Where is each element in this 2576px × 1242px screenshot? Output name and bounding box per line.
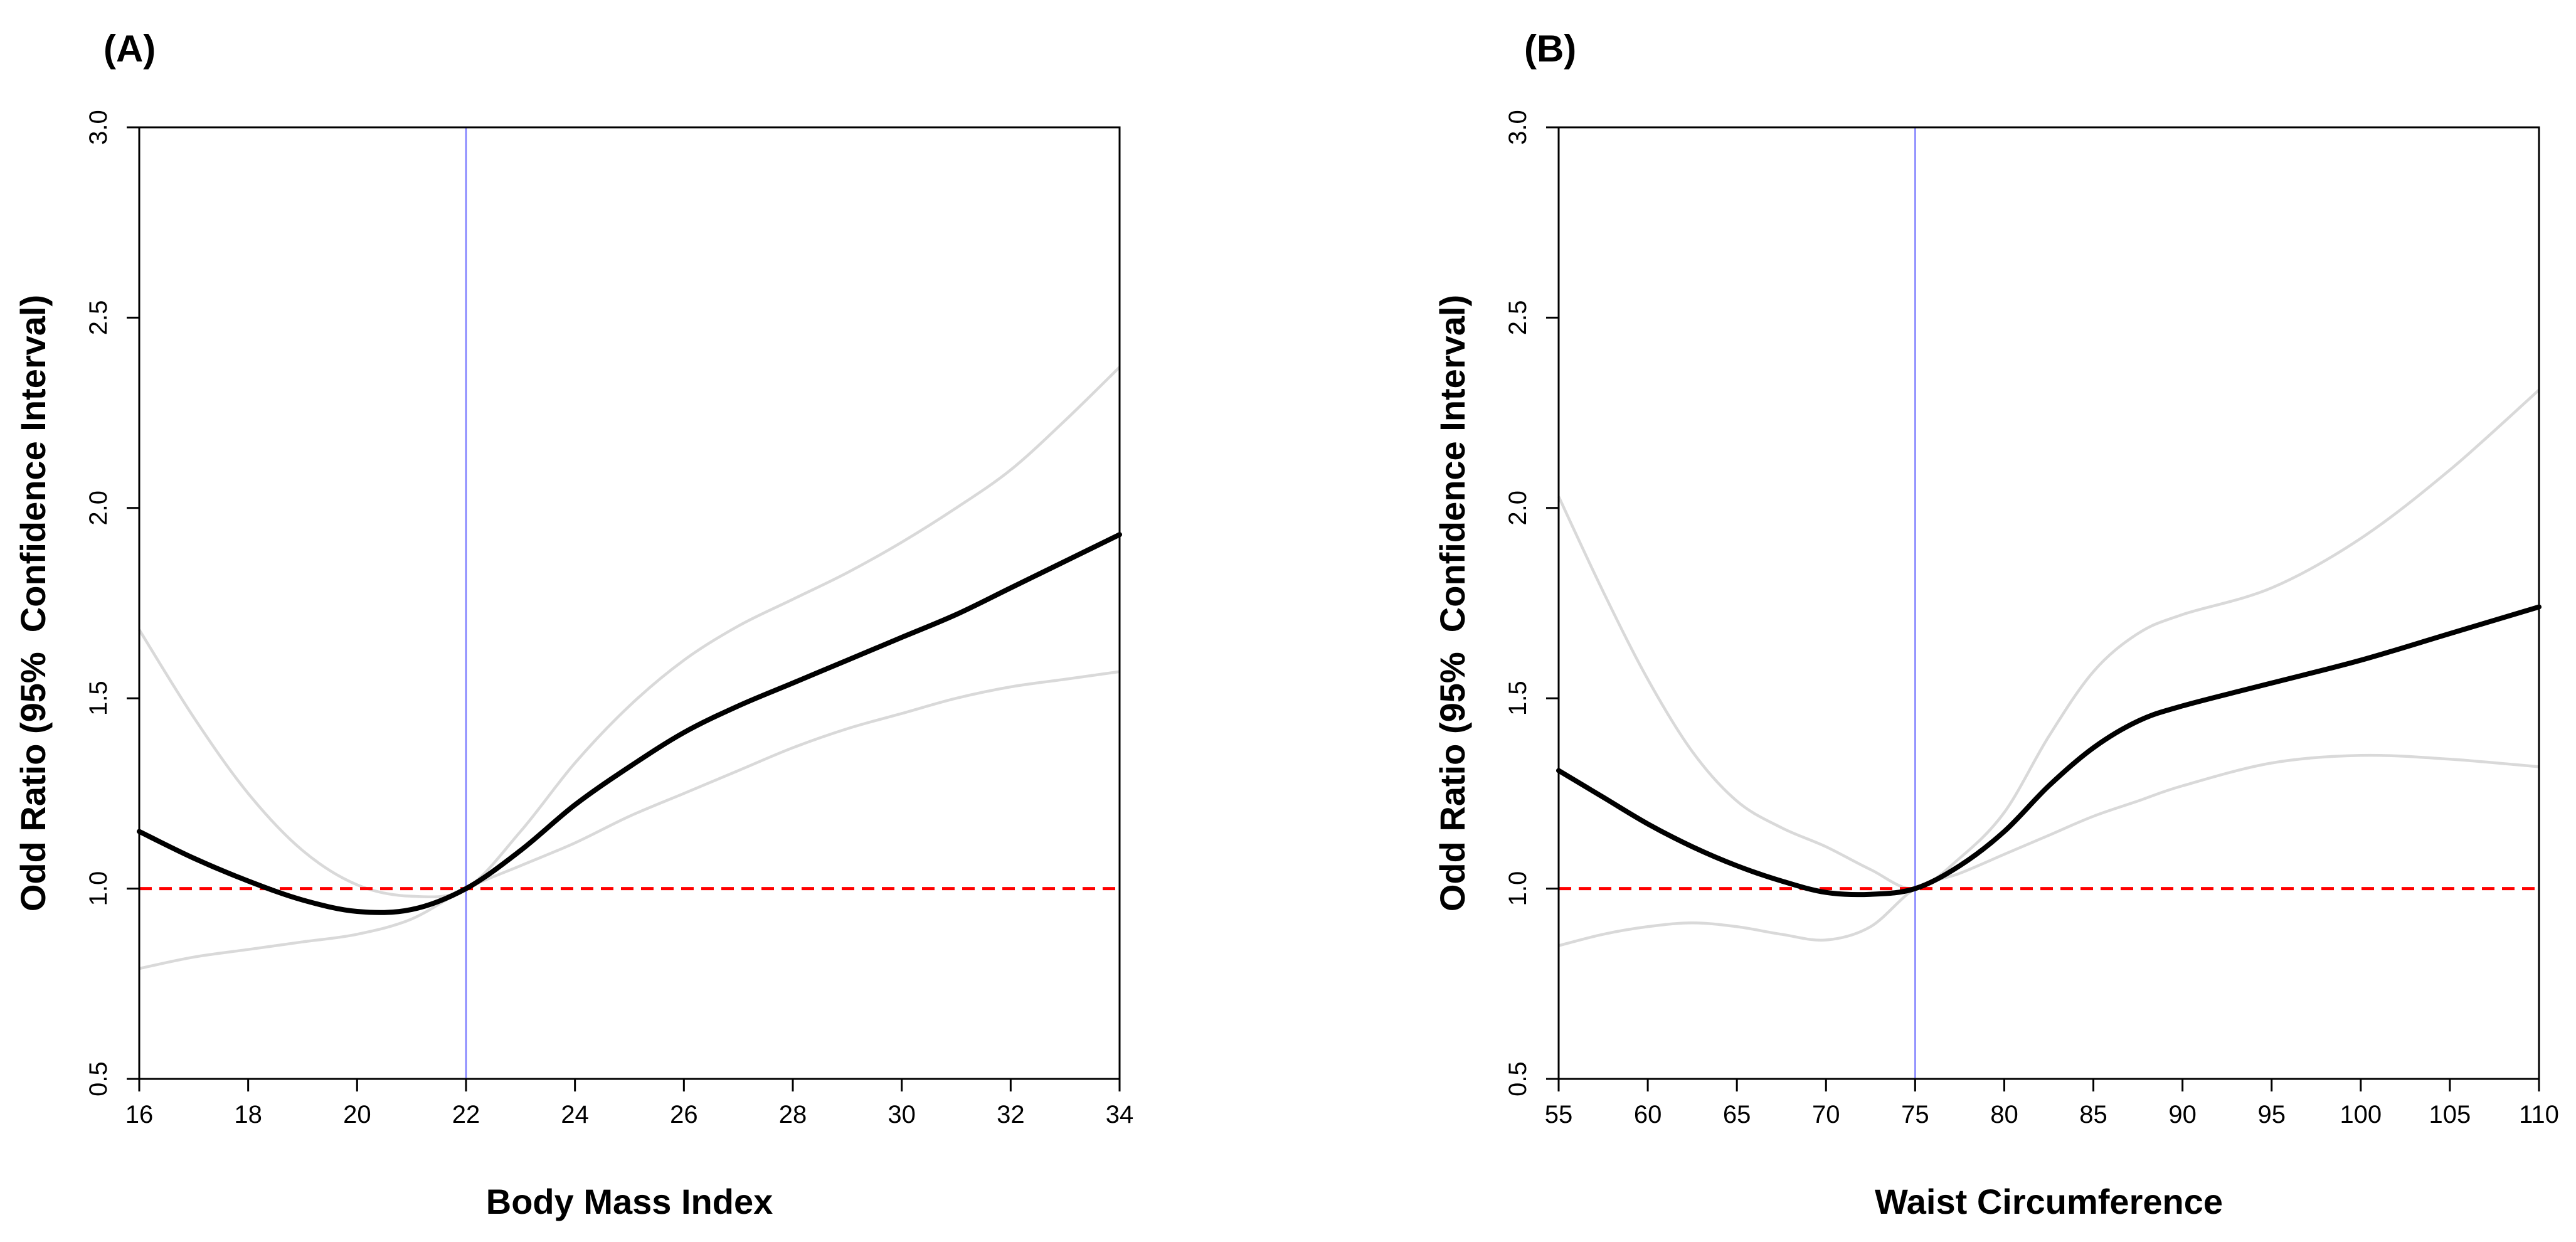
y-tick-label: 3.0 [85, 110, 112, 145]
x-tick-label: 26 [670, 1101, 698, 1128]
x-tick-label: 95 [2257, 1101, 2286, 1128]
panel-label: (A) [103, 28, 156, 70]
panel-label: (B) [1524, 28, 1576, 70]
x-tick-label: 60 [1634, 1101, 1662, 1128]
panel-a: (A) 16 18 20 22 24 26 28 30 32 34 0.5 1.0 1.5 2.0 2.5 3.… [13, 28, 1133, 1221]
plot-frame [1557, 126, 2540, 1080]
upper-ci-line [138, 366, 1121, 899]
x-tick-label: 24 [561, 1101, 589, 1128]
y-tick-label: 2.5 [1504, 300, 1532, 336]
x-tick-label: 105 [2429, 1101, 2471, 1128]
x-tick-label: 85 [2079, 1101, 2107, 1128]
y-tick-label: 2.0 [1504, 491, 1532, 526]
y-axis-title: Odd Ratio (95% Confidence Interval) [1433, 295, 1472, 911]
y-tick-label: 1.5 [85, 681, 112, 716]
y-axis-title: Odd Ratio (95% Confidence Interval) [13, 295, 53, 911]
x-tick-label: 30 [888, 1101, 916, 1128]
panel-b: (B) 55 60 65 70 75 80 85 90 95 100 105 110 0.5 1.0 1.5 2… [1433, 28, 2559, 1221]
x-tick-label: 65 [1723, 1101, 1751, 1128]
upper-ci-line [1557, 389, 2540, 891]
y-tick-label: 1.0 [1504, 871, 1532, 906]
x-tick-label: 80 [1990, 1101, 2018, 1128]
x-tick-label: 34 [1106, 1101, 1134, 1128]
x-tick-label: 22 [452, 1101, 480, 1128]
x-axis-title: Body Mass Index [486, 1182, 773, 1221]
x-tick-label: 16 [125, 1101, 154, 1128]
x-tick-label: 18 [234, 1101, 262, 1128]
plot-frame [138, 126, 1121, 1080]
x-tick-label: 100 [2340, 1101, 2382, 1128]
x-axis-title: Waist Circumference [1875, 1182, 2223, 1221]
x-tick-label: 70 [1812, 1101, 1840, 1128]
x-tick-label: 32 [997, 1101, 1025, 1128]
x-tick-label: 75 [1901, 1101, 1929, 1128]
x-tick-label: 90 [2168, 1101, 2197, 1128]
y-tick-label: 2.5 [85, 300, 112, 336]
lower-ci-line [1558, 753, 2540, 947]
y-tick-label: 0.5 [85, 1061, 112, 1096]
x-tick-label: 110 [2519, 1101, 2559, 1128]
y-tick-label: 3.0 [1504, 110, 1532, 145]
odds-ratio-line [137, 532, 1122, 915]
x-tick-label: 20 [343, 1101, 371, 1128]
odds-ratio-line [1556, 604, 2542, 898]
x-tick-label: 28 [779, 1101, 807, 1128]
lower-ci-line [139, 670, 1120, 970]
y-tick-label: 1.5 [1504, 681, 1532, 716]
y-tick-label: 2.0 [85, 491, 112, 526]
y-tick-label: 0.5 [1504, 1061, 1532, 1096]
y-tick-label: 1.0 [85, 871, 112, 906]
x-tick-label: 55 [1545, 1101, 1573, 1128]
